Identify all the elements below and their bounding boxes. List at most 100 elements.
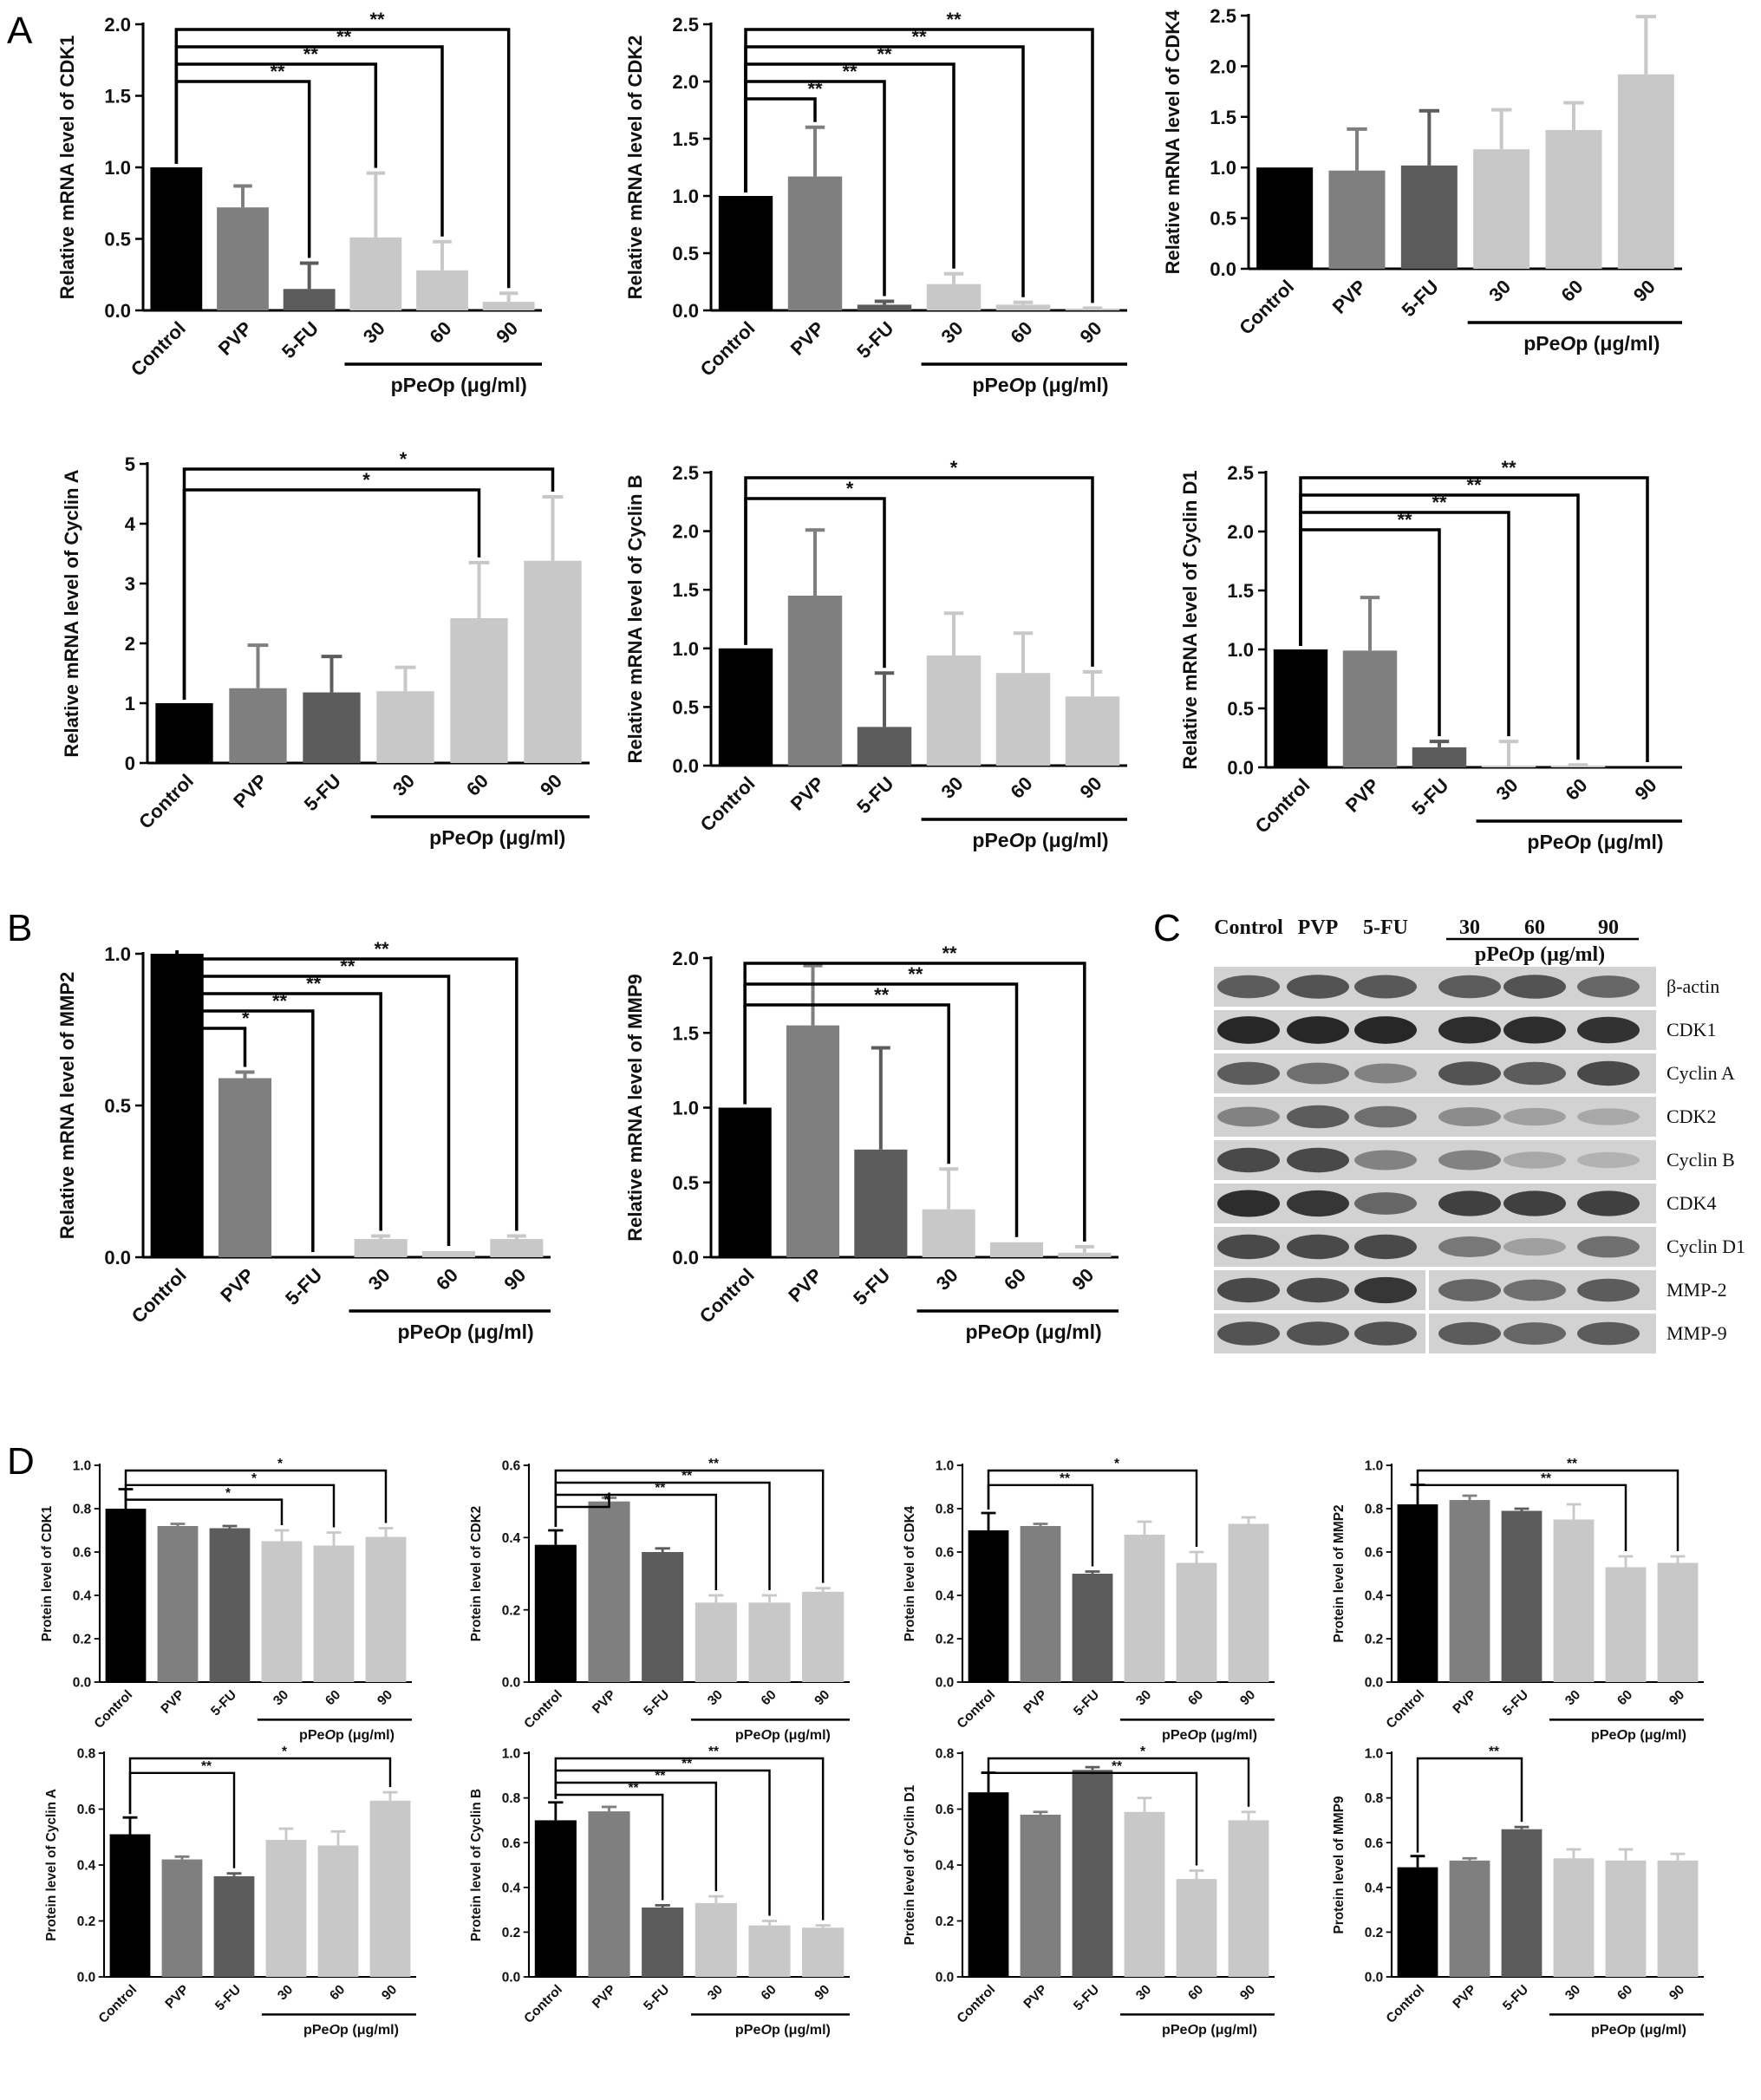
blot-band xyxy=(1438,1321,1501,1346)
y-axis-label: Relative mRNA level of CDK1 xyxy=(56,36,78,300)
group-label-italic: O xyxy=(1560,332,1575,355)
bar-60 xyxy=(313,1545,355,1682)
x-tick-label: 90 xyxy=(499,1264,530,1295)
group-label-suffix: p (μg/ml) xyxy=(1198,1727,1257,1743)
bar-60 xyxy=(748,1602,791,1682)
panel-letter-a: A xyxy=(7,10,33,52)
x-tick-label: 5-FU xyxy=(1407,774,1452,819)
blot-band xyxy=(1577,1278,1640,1302)
significance-label: ** xyxy=(629,1781,639,1796)
x-tick-label: 60 xyxy=(426,317,456,348)
group-label: pPeOp (μg/ml) xyxy=(1162,1727,1257,1743)
bar-30 xyxy=(349,237,402,310)
significance-label: * xyxy=(1140,1745,1145,1759)
y-tick-label: 0.0 xyxy=(104,1247,131,1268)
blot-band xyxy=(1287,1016,1349,1044)
significance-bracket xyxy=(182,488,481,700)
x-tick-label: PVP xyxy=(1328,276,1371,318)
chart-d7: 0.0 0.2 0.4 0.6 0.8 Protein level of Cyclin D… xyxy=(903,1745,1275,2038)
x-tick-label: 60 xyxy=(1562,774,1592,805)
chart-d5: 0.0 0.2 0.4 0.6 0.8 Protein level of Cyclin A… xyxy=(44,1745,416,2038)
chart-d8: 0.0 0.2 0.4 0.6 0.8 1.0 Protein level of MMP9 C… xyxy=(1332,1745,1704,2038)
blot-band xyxy=(1287,1147,1349,1173)
bar-5-fu xyxy=(1501,1829,1543,1977)
y-axis-label: Relative mRNA level of Cyclin A xyxy=(61,469,82,757)
significance-label: ** xyxy=(708,1457,719,1471)
significance-label: ** xyxy=(303,43,319,65)
x-tick-label: 5-FU xyxy=(849,1264,894,1309)
x-tick-label: 5-FU xyxy=(1500,1687,1531,1718)
bar-30 xyxy=(261,1541,303,1682)
bar-control xyxy=(968,1792,1009,1977)
x-tick-label: 5-FU xyxy=(1071,1687,1102,1718)
y-tick-label: 1.0 xyxy=(672,638,699,660)
y-tick-label: 1.0 xyxy=(502,1747,520,1762)
blot-row-label: β-actin xyxy=(1666,975,1719,997)
bar-30 xyxy=(695,1902,737,1977)
significance-label: ** xyxy=(1501,457,1516,479)
significance-bracket xyxy=(1416,1469,1679,1551)
y-tick-label: 0.4 xyxy=(1365,1589,1384,1604)
group-label-suffix: p (μg/ml) xyxy=(772,2022,831,2038)
x-tick-label: Control xyxy=(521,1687,565,1732)
x-tick-label: PVP xyxy=(1450,1687,1479,1717)
x-tick-label: Control xyxy=(1384,1982,1428,2026)
blot-band xyxy=(1354,1276,1417,1304)
bar-90 xyxy=(1617,74,1674,269)
bar-90 xyxy=(1058,1252,1112,1257)
x-tick-label: 60 xyxy=(1007,773,1037,803)
y-tick-label: 0.0 xyxy=(104,300,131,322)
y-tick-label: 1.5 xyxy=(104,86,131,108)
significance-label: ** xyxy=(842,61,858,82)
blot-band xyxy=(1577,1151,1640,1169)
y-tick-label: 1.0 xyxy=(672,186,699,207)
blot-column-label: 60 xyxy=(1524,916,1545,939)
significance-label: ** xyxy=(1397,509,1412,531)
bar-5-fu xyxy=(213,1875,255,1977)
bar-90 xyxy=(1657,1562,1699,1682)
y-tick-label: 0.8 xyxy=(1365,1791,1384,1806)
significance-bracket xyxy=(744,497,886,668)
bar-90 xyxy=(369,1800,411,1977)
panel-letter-c: C xyxy=(1153,907,1181,949)
y-tick-label: 2.5 xyxy=(1210,5,1236,27)
group-label-prefix: pPe xyxy=(303,2022,329,2038)
y-tick-label: 1.0 xyxy=(1210,157,1236,179)
bar-90 xyxy=(802,1927,845,1977)
bar-pvp xyxy=(786,1025,840,1257)
x-tick-label: PVP xyxy=(1021,1982,1050,2012)
x-tick-label: Control xyxy=(1384,1687,1428,1732)
x-tick-label: PVP xyxy=(158,1687,187,1717)
blot-band xyxy=(1577,1236,1640,1258)
y-tick-label: 1.0 xyxy=(936,1459,954,1474)
blot-band xyxy=(1438,1106,1501,1127)
group-label: pPeOp (μg/ml) xyxy=(397,1321,533,1343)
group-label-suffix: p (μg/ml) xyxy=(1575,332,1660,355)
x-tick-label: 30 xyxy=(388,770,419,800)
significance-label: ** xyxy=(908,963,923,985)
blot-band xyxy=(1438,1279,1501,1301)
blot-band xyxy=(1217,1147,1280,1173)
y-tick-label: 0.4 xyxy=(73,1589,92,1604)
significance-label: ** xyxy=(911,26,927,48)
y-axis-label: Protein level of MMP9 xyxy=(1332,1796,1347,1934)
significance-bracket xyxy=(1299,528,1441,737)
group-label-italic: O xyxy=(325,1727,336,1743)
x-tick-label: PVP xyxy=(590,1982,619,2012)
blot-band xyxy=(1577,1060,1640,1086)
y-tick-label: 0.8 xyxy=(936,1747,955,1762)
bar-60 xyxy=(1605,1567,1647,1682)
y-tick-label: 1.5 xyxy=(672,1022,699,1044)
bar-30 xyxy=(1124,1535,1165,1682)
significance-bracket xyxy=(128,1771,236,1868)
bar-pvp xyxy=(218,1078,272,1257)
y-axis-label: Protein level of Cyclin D1 xyxy=(903,1784,917,1945)
blot-band xyxy=(1217,975,1280,999)
x-tick-label: 5-FU xyxy=(277,317,323,362)
significance-bracket xyxy=(744,97,817,192)
bar-pvp xyxy=(157,1526,199,1682)
significance-label: ** xyxy=(655,1769,665,1784)
x-tick-label: 90 xyxy=(492,317,522,348)
x-tick-label: 90 xyxy=(1629,276,1660,306)
